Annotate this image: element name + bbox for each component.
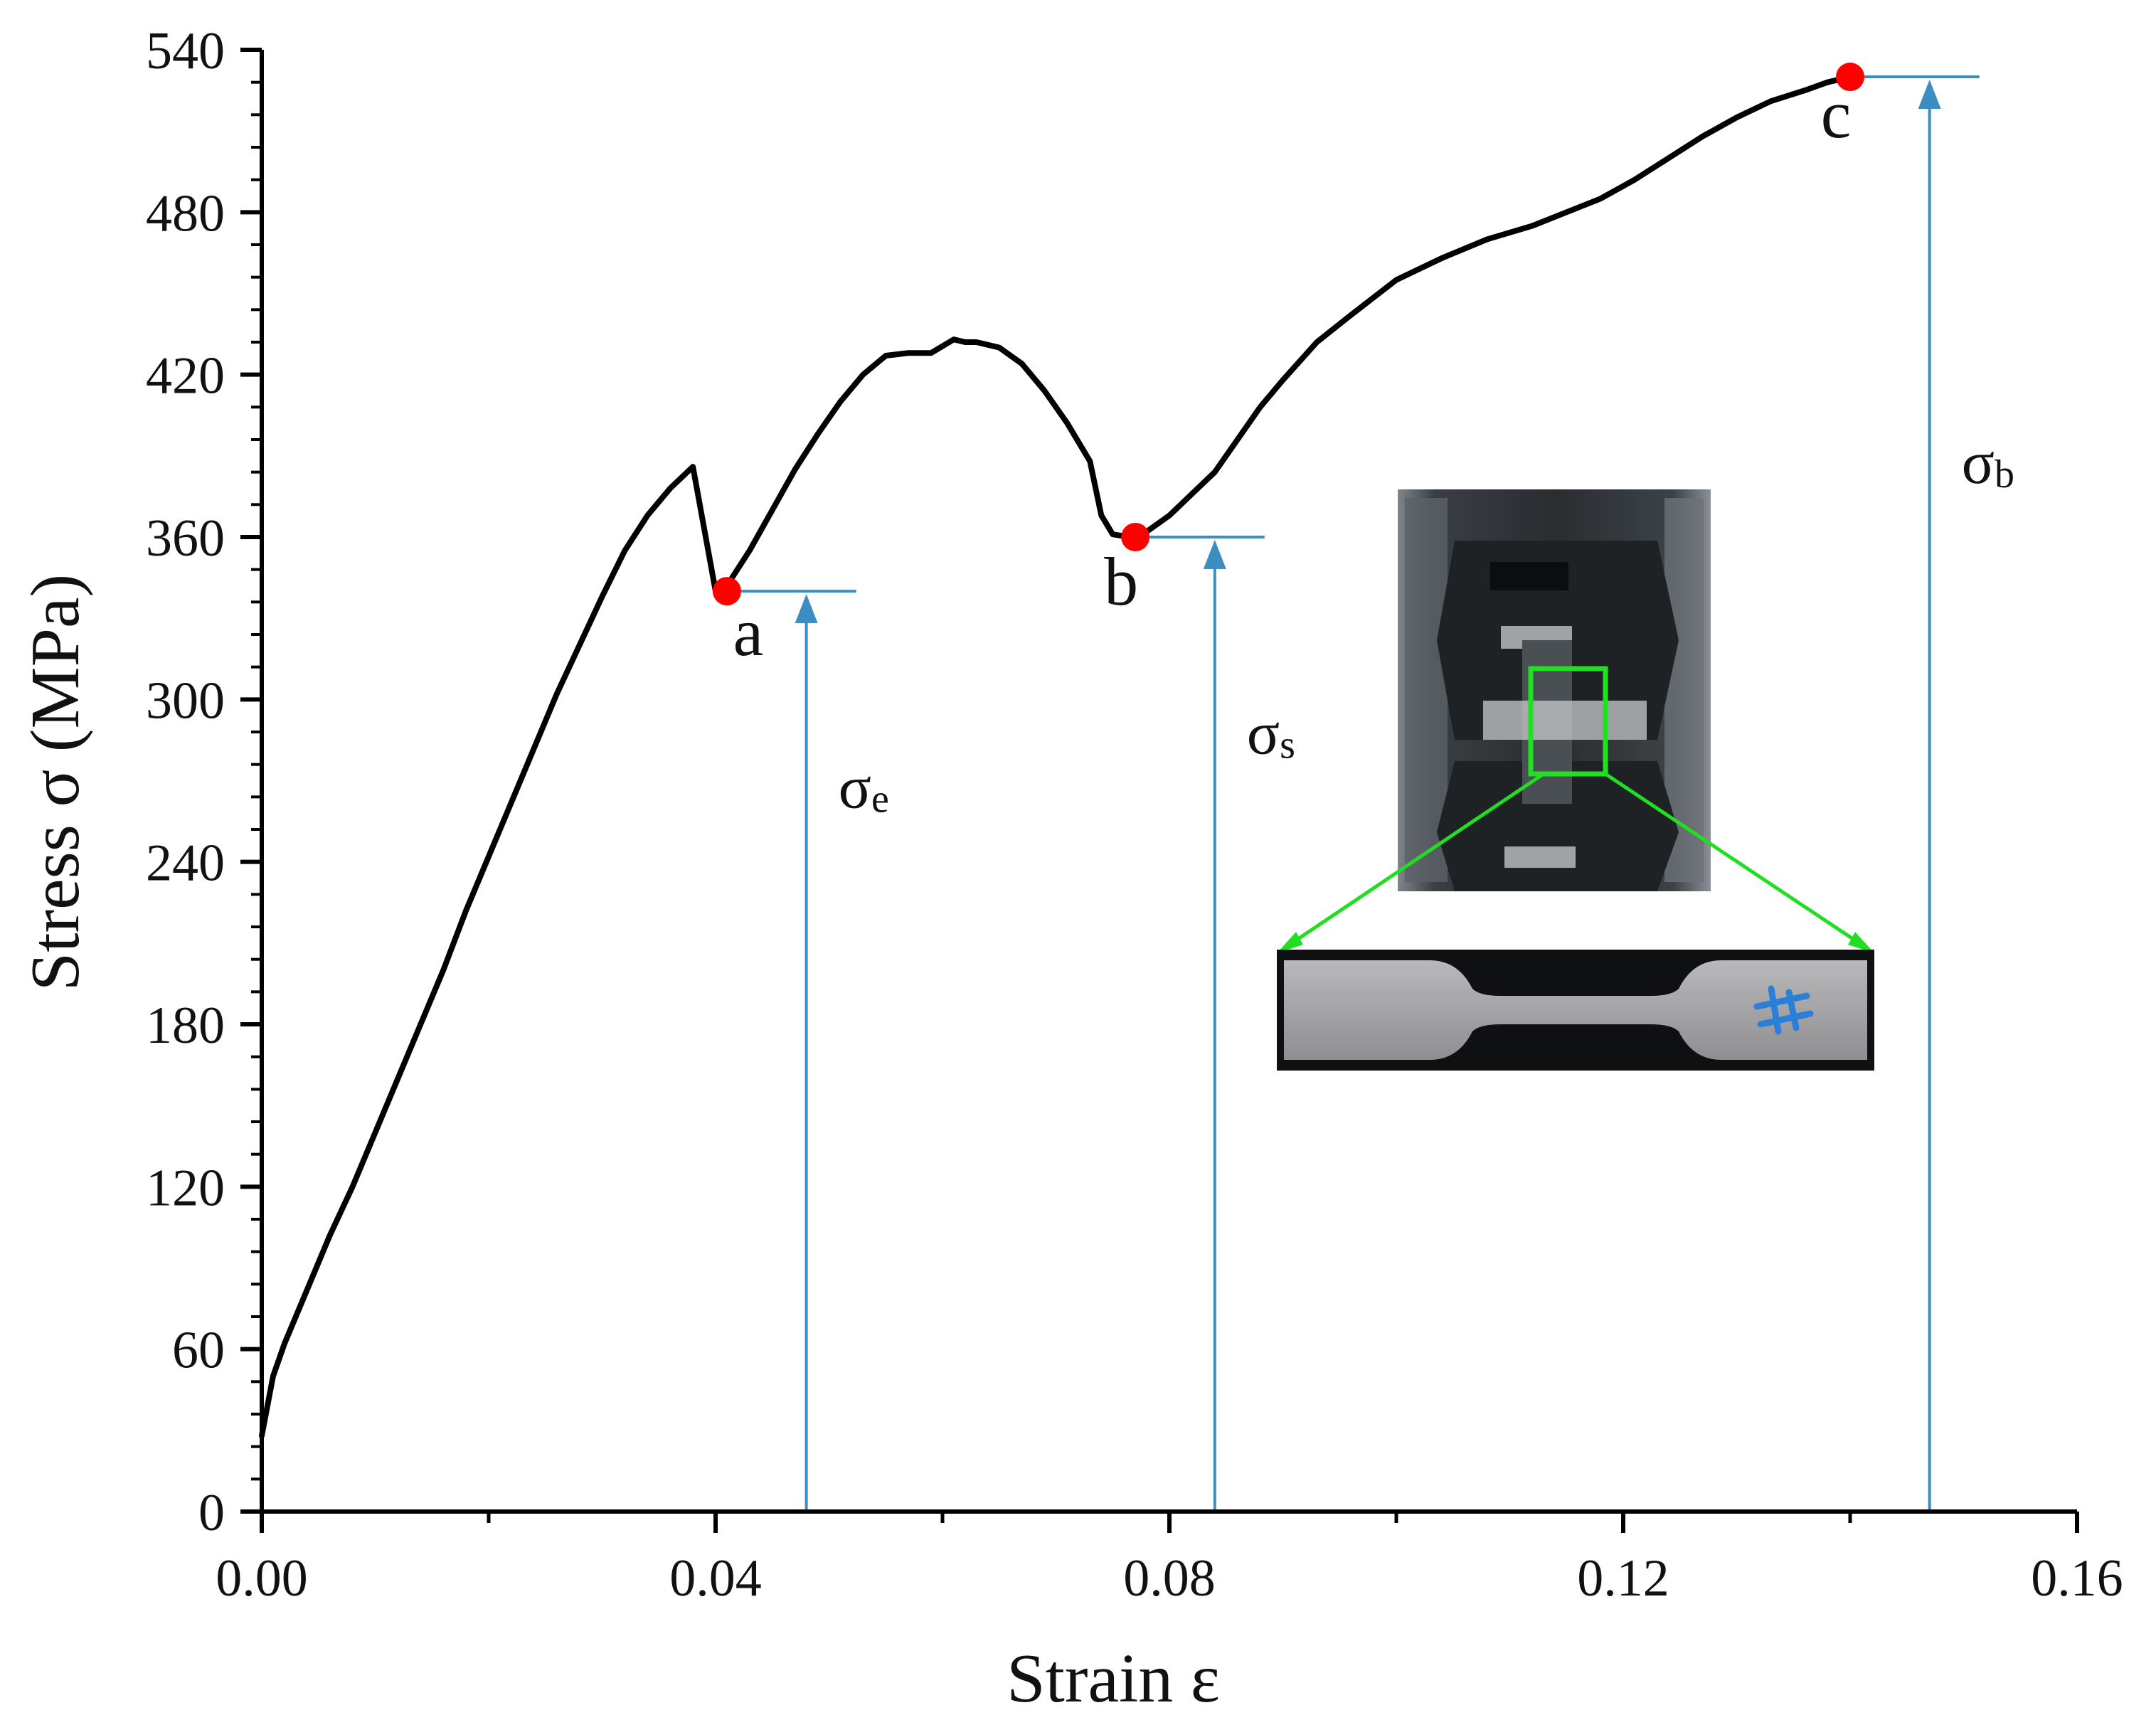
y-tick-label: 120	[146, 1159, 225, 1217]
y-tick-label: 60	[172, 1322, 225, 1380]
point-a	[712, 577, 741, 606]
zoom-arrowhead-right	[1848, 932, 1874, 953]
sigma-subscript: b	[1995, 452, 2014, 497]
x-tick-label: 0.16	[2031, 1549, 2123, 1608]
sigma-label: σb	[1962, 428, 2014, 497]
x-tick-label: 0.08	[1123, 1549, 1216, 1608]
curve-layer	[259, 74, 1853, 1439]
level-arrowhead	[795, 594, 818, 624]
x-tick-label: 0.04	[669, 1549, 762, 1608]
y-tick-label: 300	[146, 671, 225, 730]
x-tick-label: 0.00	[216, 1549, 308, 1608]
y-tick-label: 180	[146, 997, 225, 1055]
y-tick-label: 540	[146, 22, 225, 80]
x-axis-title: Strain ε	[1007, 1640, 1220, 1715]
y-tick-label: 420	[146, 347, 225, 405]
point-label-a: a	[733, 594, 764, 670]
y-axis-title: Stress σ (MPa)	[17, 574, 94, 991]
sigma-subscript: e	[871, 777, 889, 822]
zoom-arrow-right	[1604, 772, 1865, 948]
y-tick-label: 0	[198, 1484, 225, 1542]
level-arrowhead	[1203, 540, 1226, 569]
zoom-arrowhead-left	[1277, 932, 1303, 953]
dogbone-specimen-photo	[1277, 950, 1874, 1071]
point-c	[1836, 63, 1864, 92]
y-tick-label: 240	[146, 834, 225, 893]
y-tick-label: 360	[146, 509, 225, 568]
specimen-photo-inset	[1277, 489, 1874, 1071]
axes-layer: 0.00 0.04 0.08 0.12 0.16 0 60 120 180 240 300 360 42…	[146, 22, 2123, 1608]
point-label-c: c	[1821, 76, 1852, 152]
point-b	[1121, 523, 1150, 551]
zoom-arrow-left	[1286, 772, 1545, 948]
x-tick-label: 0.12	[1577, 1549, 1669, 1608]
point-label-b: b	[1104, 543, 1138, 620]
sigma-label: σe	[839, 753, 889, 822]
sigma-subscript: s	[1280, 723, 1295, 767]
stress-strain-curve	[259, 74, 1853, 1439]
y-tick-label: 480	[146, 184, 225, 243]
sigma-label: σs	[1247, 699, 1295, 767]
points-layer: a b c	[712, 63, 1864, 670]
level-arrowhead	[1918, 80, 1941, 110]
tensile-machine-photo	[1398, 489, 1711, 891]
